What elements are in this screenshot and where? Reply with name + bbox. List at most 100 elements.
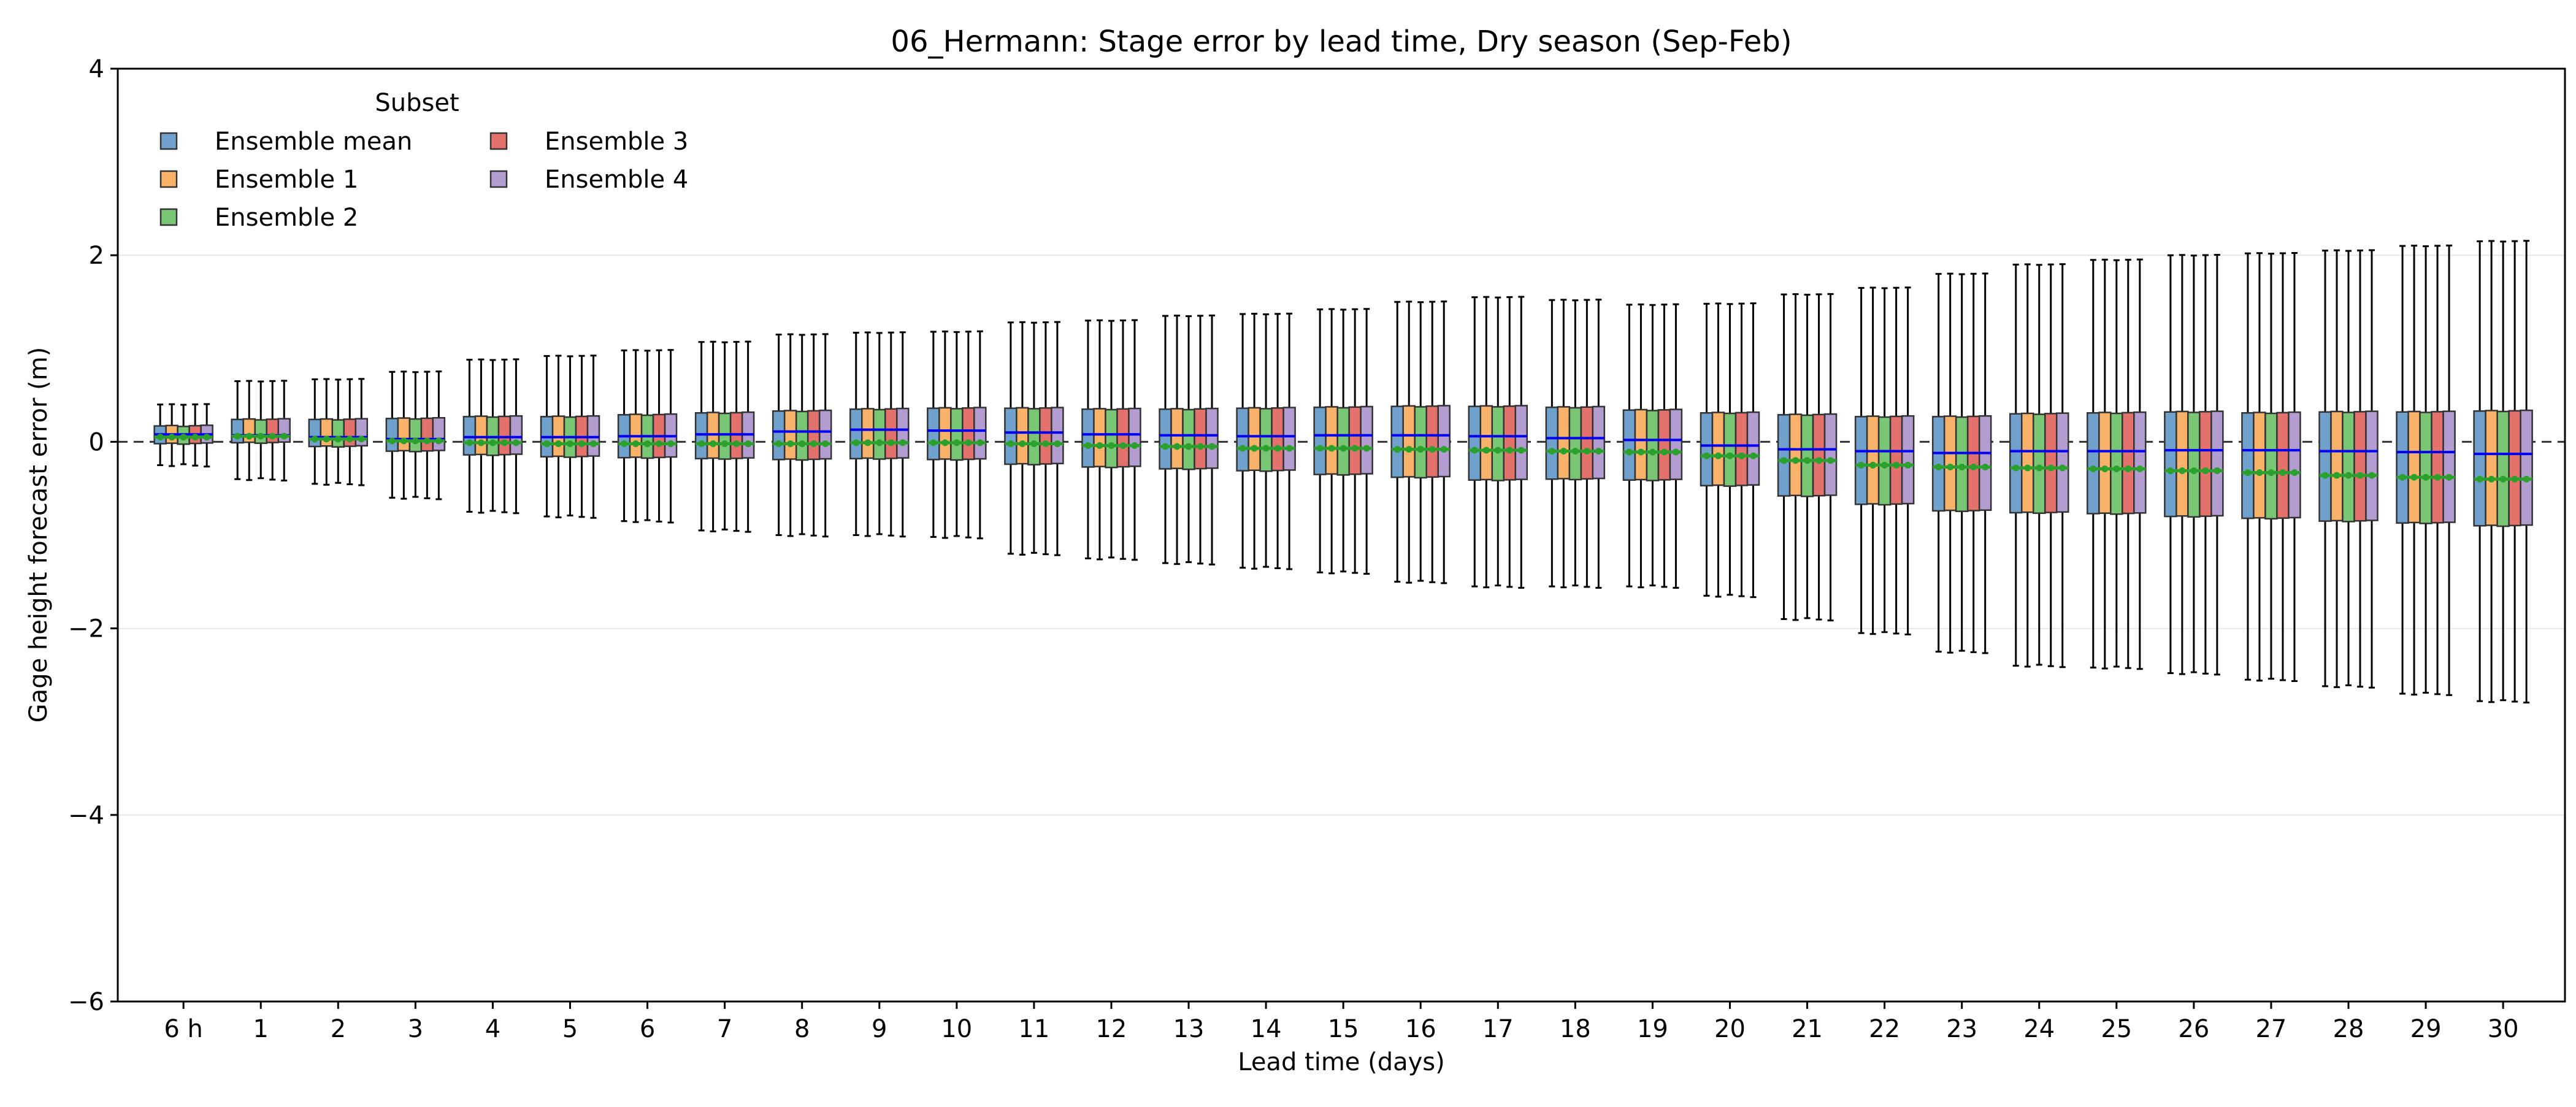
mean-marker	[1239, 445, 1246, 452]
box	[1027, 408, 1041, 465]
box	[2508, 410, 2521, 527]
mean-marker	[853, 439, 860, 446]
box	[1325, 406, 1338, 475]
mean-marker	[2267, 469, 2275, 477]
mean-marker	[280, 432, 288, 440]
mean-marker	[1185, 443, 1192, 450]
mean-marker	[2090, 465, 2097, 473]
mean-marker	[1440, 446, 1447, 453]
box	[420, 417, 434, 452]
box	[1711, 412, 1725, 486]
box	[2330, 410, 2344, 522]
mean-marker	[1007, 440, 1014, 447]
legend-swatch	[159, 208, 178, 226]
mean-marker	[1328, 445, 1335, 452]
mean-marker	[323, 435, 330, 443]
y-axis-label: Gage height forecast error (m)	[25, 347, 53, 723]
x-tick-label: 28	[2333, 1015, 2364, 1043]
box	[1580, 406, 1594, 480]
mean-marker	[512, 439, 519, 446]
box-group	[308, 378, 369, 486]
x-tick-label: 30	[2488, 1015, 2519, 1043]
mean-marker	[1904, 461, 1912, 469]
box	[962, 407, 975, 461]
mean-marker	[1560, 448, 1567, 455]
box	[254, 419, 267, 444]
box-group	[2396, 244, 2456, 696]
box	[1425, 405, 1439, 478]
box	[2407, 410, 2421, 524]
legend-entry-label: Ensemble 2	[215, 204, 358, 232]
mean-marker	[311, 435, 318, 443]
box	[950, 408, 964, 461]
box-group	[1854, 286, 1915, 635]
mean-marker	[2167, 467, 2174, 475]
box	[1978, 415, 1992, 511]
mean-marker	[554, 440, 562, 447]
box-group	[153, 403, 213, 468]
box	[2110, 412, 2123, 515]
legend-swatch	[159, 132, 178, 150]
mean-marker	[822, 440, 829, 447]
mean-marker	[466, 439, 473, 446]
x-tick-label: 25	[2101, 1015, 2132, 1043]
box	[1437, 405, 1451, 478]
mean-marker	[1197, 443, 1204, 450]
mean-marker	[1649, 448, 1656, 456]
box-layer	[153, 240, 2533, 704]
box	[397, 417, 411, 452]
box	[1777, 414, 1791, 497]
mean-marker	[2244, 469, 2252, 477]
mean-marker	[346, 435, 353, 443]
mean-marker	[1286, 445, 1293, 452]
y-tick-label: −4	[68, 802, 104, 830]
box	[1390, 405, 1404, 478]
box	[2087, 412, 2100, 515]
x-tick-label: 10	[941, 1015, 972, 1043]
mean-marker	[721, 440, 729, 447]
box	[1039, 407, 1052, 465]
mean-marker	[400, 437, 407, 445]
x-tick-label: 27	[2255, 1015, 2287, 1043]
box	[2253, 412, 2266, 519]
mean-marker	[2059, 464, 2066, 472]
box	[1735, 412, 1749, 486]
box-group	[1390, 301, 1451, 584]
mean-marker	[2368, 472, 2375, 479]
box	[783, 410, 797, 460]
box	[1271, 407, 1284, 472]
mean-marker	[745, 440, 752, 447]
mean-marker	[1428, 446, 1436, 453]
box	[1004, 407, 1018, 465]
mean-marker	[543, 440, 550, 447]
box	[861, 408, 875, 459]
box-group	[1700, 302, 1760, 599]
mean-marker	[1316, 445, 1324, 452]
x-tick-label: 13	[1173, 1015, 1205, 1043]
mean-marker	[2410, 473, 2418, 481]
x-tick-label: 18	[1560, 1015, 1591, 1043]
x-tick-label: 22	[1869, 1015, 1900, 1043]
box-group	[2241, 251, 2301, 683]
mean-marker	[1637, 448, 1644, 456]
mean-marker	[2445, 473, 2453, 481]
box	[1943, 415, 1957, 511]
box	[1282, 407, 1296, 471]
mean-marker	[930, 439, 937, 446]
box	[1093, 408, 1106, 467]
x-tick-label: 26	[2178, 1015, 2209, 1043]
box	[2353, 411, 2367, 522]
mean-marker	[1982, 463, 1989, 470]
mean-marker	[2356, 472, 2364, 479]
mean-marker	[234, 432, 241, 440]
legend: Subset Ensemble mean Ensemble 1 Ensemble 2…	[159, 89, 688, 232]
box	[2164, 411, 2177, 518]
box	[497, 415, 512, 456]
mean-marker	[799, 440, 806, 447]
x-tick-label: 6 h	[164, 1015, 203, 1043]
box	[2496, 410, 2510, 527]
box	[1823, 413, 1838, 496]
box	[1182, 408, 1195, 470]
box-group	[927, 330, 987, 540]
mean-marker	[334, 435, 342, 443]
